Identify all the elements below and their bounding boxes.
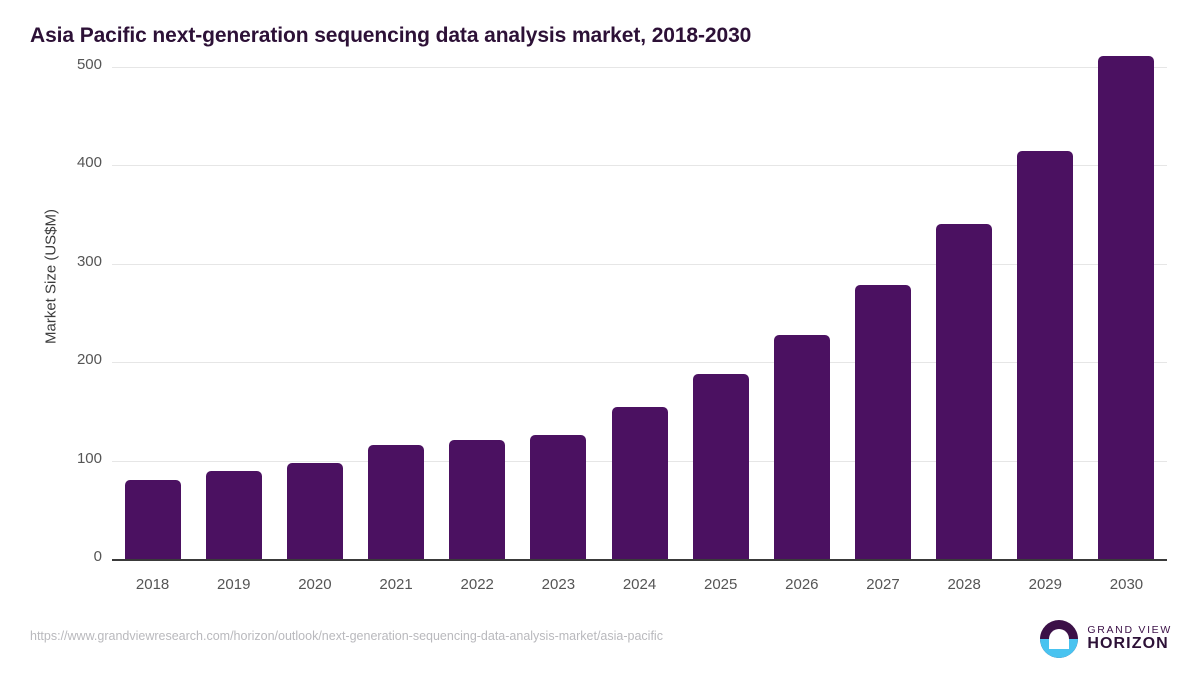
bar-slot (437, 0, 518, 559)
gridline-row: 200 (0, 351, 1200, 368)
x-tick-label-2030: 2030 (1109, 576, 1144, 593)
bar-2024[interactable] (611, 407, 668, 559)
gridline (112, 362, 1167, 364)
logo-bottom-text: HORIZON (1087, 635, 1169, 653)
plot-area: Market Size (US$M) 0 100 200 300 400 500 2018… (0, 0, 1200, 593)
x-tick-label-2029: 2029 (1028, 576, 1062, 593)
y-tick-label: 200 (76, 351, 102, 369)
x-axis-line (112, 559, 1167, 561)
gridline-row: 0 (0, 548, 1200, 565)
x-tick-label-2019: 2019 (217, 576, 251, 593)
bar-2023[interactable] (530, 435, 587, 559)
x-tick-label-2027: 2027 (866, 576, 900, 593)
bar-2022[interactable] (449, 439, 506, 559)
bar-slot (842, 0, 923, 559)
y-axis-title: Market Size (US$M) (42, 208, 60, 345)
y-tick-label: 300 (76, 252, 102, 270)
gridline (112, 263, 1167, 265)
x-tick-label-2028: 2028 (947, 576, 981, 593)
x-tick-label-2022: 2022 (460, 576, 494, 593)
x-tick-label-2023: 2023 (541, 576, 576, 593)
bar-slot (924, 0, 1005, 559)
grand-view-horizon-logo: GRAND VIEW HORIZON (1040, 620, 1172, 658)
bar-slot (1005, 0, 1086, 559)
bar-2028[interactable] (936, 224, 993, 559)
gridline (112, 67, 1167, 69)
bar-2020[interactable] (286, 462, 343, 559)
bar-2025[interactable] (692, 374, 749, 559)
bar-series (112, 0, 1167, 559)
horizon-sun-icon (1040, 620, 1079, 658)
gridline-row: 400 (0, 154, 1200, 171)
bar-2030[interactable] (1098, 56, 1155, 559)
horizon-ray-bottom-icon (1053, 646, 1066, 648)
logo-top-text: GRAND VIEW (1087, 624, 1172, 637)
chart-title: Asia Pacific next-generation sequencing … (30, 24, 752, 47)
horizon-ray-top-icon (1050, 642, 1068, 644)
source-url[interactable]: https://www.grandviewresearch.com/horizo… (30, 629, 663, 643)
bar-slot (274, 0, 355, 559)
bar-2021[interactable] (368, 444, 425, 559)
x-tick-label-2018: 2018 (135, 576, 170, 593)
bar-2029[interactable] (1017, 150, 1074, 559)
bar-slot (599, 0, 680, 559)
y-tick-label: 500 (76, 56, 102, 74)
x-tick-label-2026: 2026 (785, 576, 819, 593)
horizon-dome-shape (1049, 629, 1070, 649)
x-tick-label-2020: 2020 (298, 576, 332, 593)
bar-2019[interactable] (205, 471, 262, 559)
gridline-row: 500 (0, 56, 1200, 73)
x-tick-label-2021: 2021 (379, 576, 413, 593)
bar-slot (1086, 0, 1167, 559)
y-tick-label: 400 (76, 154, 102, 172)
bar-slot (112, 0, 193, 559)
y-tick-label: 0 (93, 548, 102, 565)
bar-slot (518, 0, 599, 559)
bar-slot (761, 0, 842, 559)
bar-slot (193, 0, 274, 559)
gridline (112, 165, 1167, 167)
bar-2018[interactable] (124, 480, 181, 559)
x-tick-label-2025: 2025 (703, 576, 738, 593)
bar-slot (355, 0, 436, 559)
bar-2027[interactable] (854, 285, 911, 559)
gridline-row: 300 (0, 253, 1200, 270)
bar-slot (680, 0, 761, 559)
x-tick-label-2024: 2024 (622, 576, 657, 593)
bar-2026[interactable] (773, 334, 830, 559)
x-axis-labels: 2018 2019 2020 2021 2022 2023 2024 2025 2026 2027… (112, 562, 1167, 593)
logo-wordmark: GRAND VIEW HORIZON (1087, 625, 1172, 653)
y-tick-label: 100 (76, 449, 102, 467)
